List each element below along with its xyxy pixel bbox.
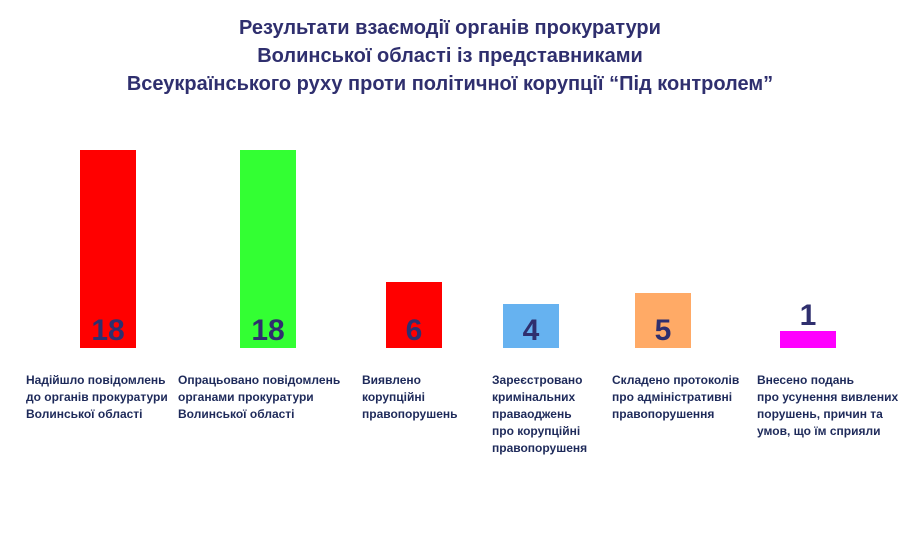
bar-value-label-5: 5 [655, 314, 672, 347]
category-label-line: про усунення вивлених [757, 390, 899, 404]
category-label-line: правопорушеня [492, 441, 588, 455]
category-label-line: кримінальних [492, 390, 576, 404]
bar-1 [80, 150, 136, 348]
bar-6 [780, 331, 836, 348]
category-label-line: Опрацьовано повідомлень [178, 373, 341, 387]
category-label-3: Виявлено корупційні правопорушень [362, 372, 537, 423]
category-label-line: порушень, причин та [757, 407, 883, 421]
category-label-line: Волинської області [178, 407, 295, 421]
category-label-2: Опрацьовано повідомлень органами прокурат… [178, 372, 353, 423]
category-label-line: правопорушень [362, 407, 458, 421]
category-label-6: Внесено подань про усунення вивлених поруш… [757, 372, 900, 440]
category-label-line: Внесено подань [757, 373, 855, 387]
title-line-2: Волинської області із представниками [257, 45, 643, 67]
category-label-line: про адміністративні [612, 390, 733, 404]
chart-title: Результати взаємодії органів прокуратури… [0, 14, 900, 98]
category-label-line: до органів прокуратури [26, 390, 168, 404]
bar-3 [386, 282, 442, 348]
bar-5 [635, 293, 691, 348]
category-label-4: Зареєстровано кримінальних праваоджень про … [492, 372, 667, 457]
category-label-line: корупційні [362, 390, 425, 404]
category-label-line: Складено протоколів [612, 373, 740, 387]
category-label-5: Складено протоколів про адміністративні пр… [612, 372, 787, 423]
category-label-1: Надійшло повідомлень до органів прокурату… [26, 372, 201, 423]
bar-value-label-6: 1 [800, 299, 817, 332]
bar-value-label-1: 18 [91, 314, 124, 347]
bar-value-label-4: 4 [523, 314, 540, 347]
bar-2 [240, 150, 296, 348]
category-label-line: умов, що їм сприяли [757, 424, 881, 438]
category-label-line: органами прокуратури [178, 390, 314, 404]
title-line-3: Всеукраїнського руху проти політичної ко… [126, 73, 774, 95]
category-label-line: Волинської області [26, 407, 143, 421]
title-line-1: Результати взаємодії органів прокуратури [239, 17, 661, 39]
bar-4 [503, 304, 559, 348]
category-label-line: Надійшло повідомлень [26, 373, 166, 387]
bar-value-label-3: 6 [406, 314, 423, 347]
category-label-line: Виявлено [362, 373, 421, 387]
category-label-line: Зареєстровано [492, 373, 583, 387]
bar-value-label-2: 18 [251, 314, 284, 347]
category-label-line: праваоджень [492, 407, 572, 421]
category-label-line: про корупційні [492, 424, 581, 438]
category-label-line: правопорушення [612, 407, 715, 421]
